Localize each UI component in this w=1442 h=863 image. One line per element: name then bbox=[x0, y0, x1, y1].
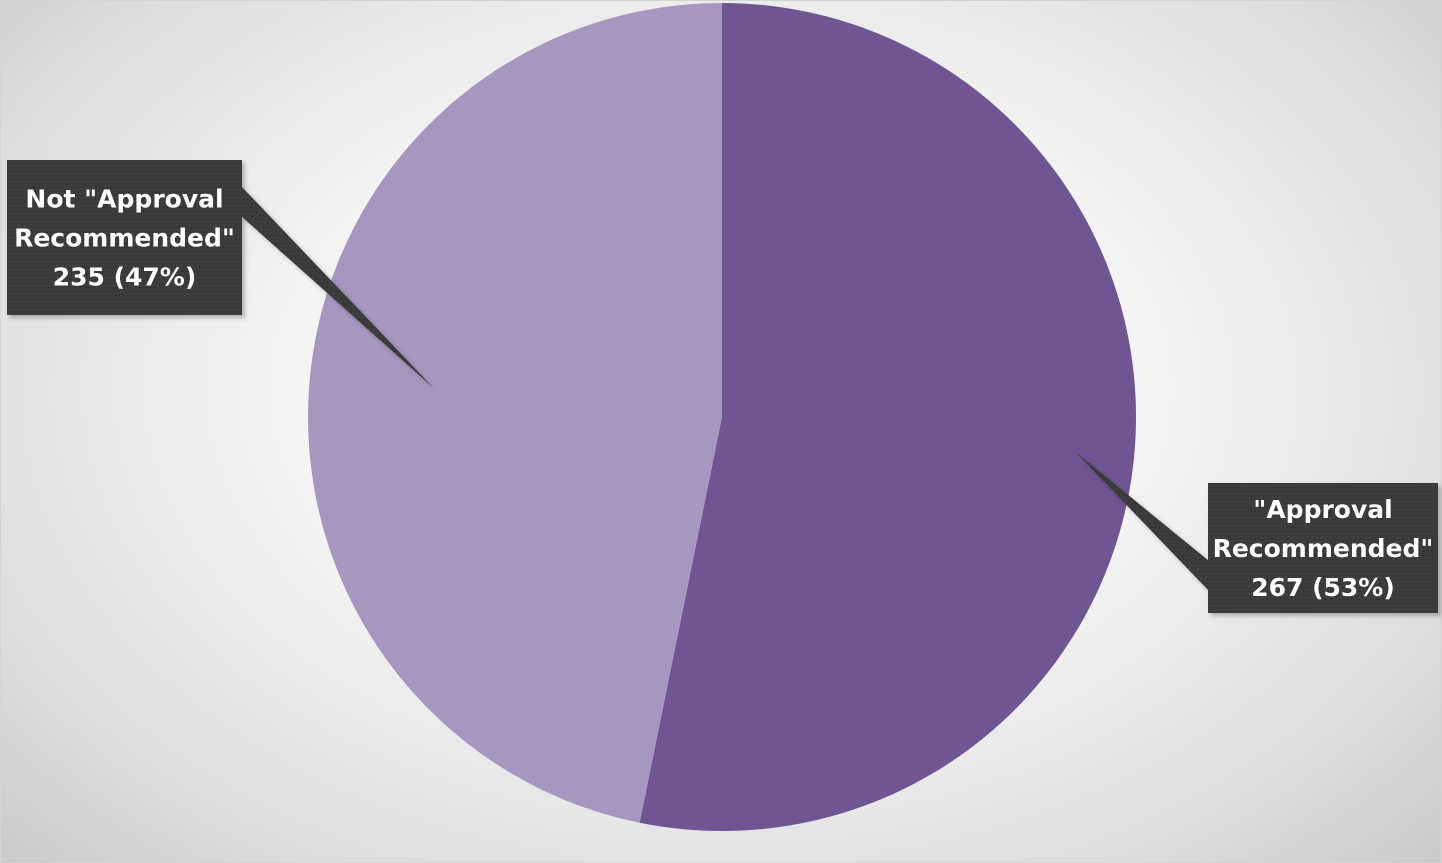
data-label-pointer-1 bbox=[1076, 452, 1209, 591]
data-label-pointer-2 bbox=[241, 186, 434, 389]
pie-slice-1 bbox=[639, 3, 1137, 832]
data-label-2: Not "Approval Recommended" 235 (47%) bbox=[7, 160, 434, 389]
data-label-category-1: "Approval bbox=[1253, 495, 1392, 524]
data-label-value-2: 235 (47%) bbox=[53, 263, 197, 292]
data-label-1: "Approval Recommended" 267 (53%) bbox=[1076, 452, 1438, 613]
data-label-value-1: 267 (53%) bbox=[1251, 573, 1395, 602]
data-label-category-2: Recommended" bbox=[14, 224, 235, 253]
data-label-category-1: Recommended" bbox=[1213, 534, 1434, 563]
data-label-box-2 bbox=[7, 160, 242, 315]
data-label-category-2: Not "Approval bbox=[25, 185, 223, 214]
pie-slice-2 bbox=[308, 3, 722, 823]
data-label-box-1 bbox=[1208, 483, 1438, 613]
